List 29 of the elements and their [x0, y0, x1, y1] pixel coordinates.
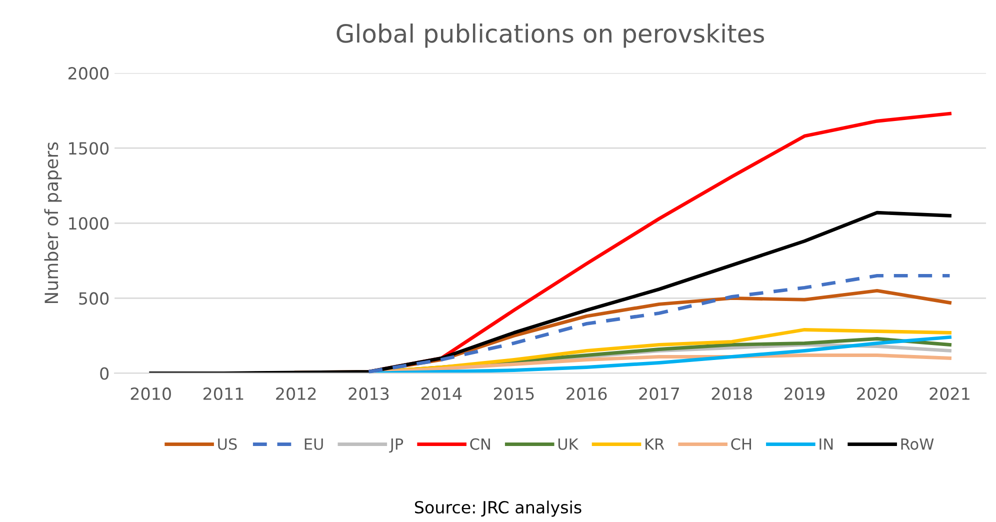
x-tick-label: 2013: [348, 387, 389, 400]
x-tick-label: 2021: [930, 387, 970, 400]
x-tick-label: 2012: [276, 387, 316, 400]
legend-label: US: [218, 438, 237, 450]
x-tick-label: 2020: [857, 387, 898, 400]
legend-label: CN: [470, 438, 490, 450]
legend-label: CH: [731, 438, 751, 450]
x-tick-label: 2011: [203, 387, 244, 400]
legend-label: EU: [304, 438, 323, 450]
x-tick-label: 2015: [494, 387, 534, 400]
y-tick-label: 500: [79, 292, 109, 305]
legend-label: RoW: [901, 438, 934, 450]
y-tick-label: 0: [100, 367, 109, 380]
x-tick-label: 2019: [784, 387, 825, 400]
y-tick-label: 2000: [68, 67, 109, 80]
legend-label: IN: [820, 438, 833, 450]
y-axis-title: Number of papers: [44, 142, 62, 304]
source-note: Source: JRC analysis: [414, 500, 582, 517]
x-tick-label: 2010: [130, 387, 171, 400]
legend-label: JP: [389, 438, 404, 453]
x-tick-label: 2018: [712, 387, 752, 400]
x-tick-label: 2017: [639, 387, 680, 400]
legend-label: KR: [646, 438, 664, 450]
legend-label: UK: [558, 438, 579, 450]
chart-title: Global publications on perovskites: [336, 24, 764, 48]
y-tick-label: 1000: [69, 217, 109, 230]
x-tick-label: 2014: [421, 387, 462, 400]
x-tick-label: 2016: [566, 387, 607, 400]
y-tick-label: 1500: [69, 142, 109, 155]
